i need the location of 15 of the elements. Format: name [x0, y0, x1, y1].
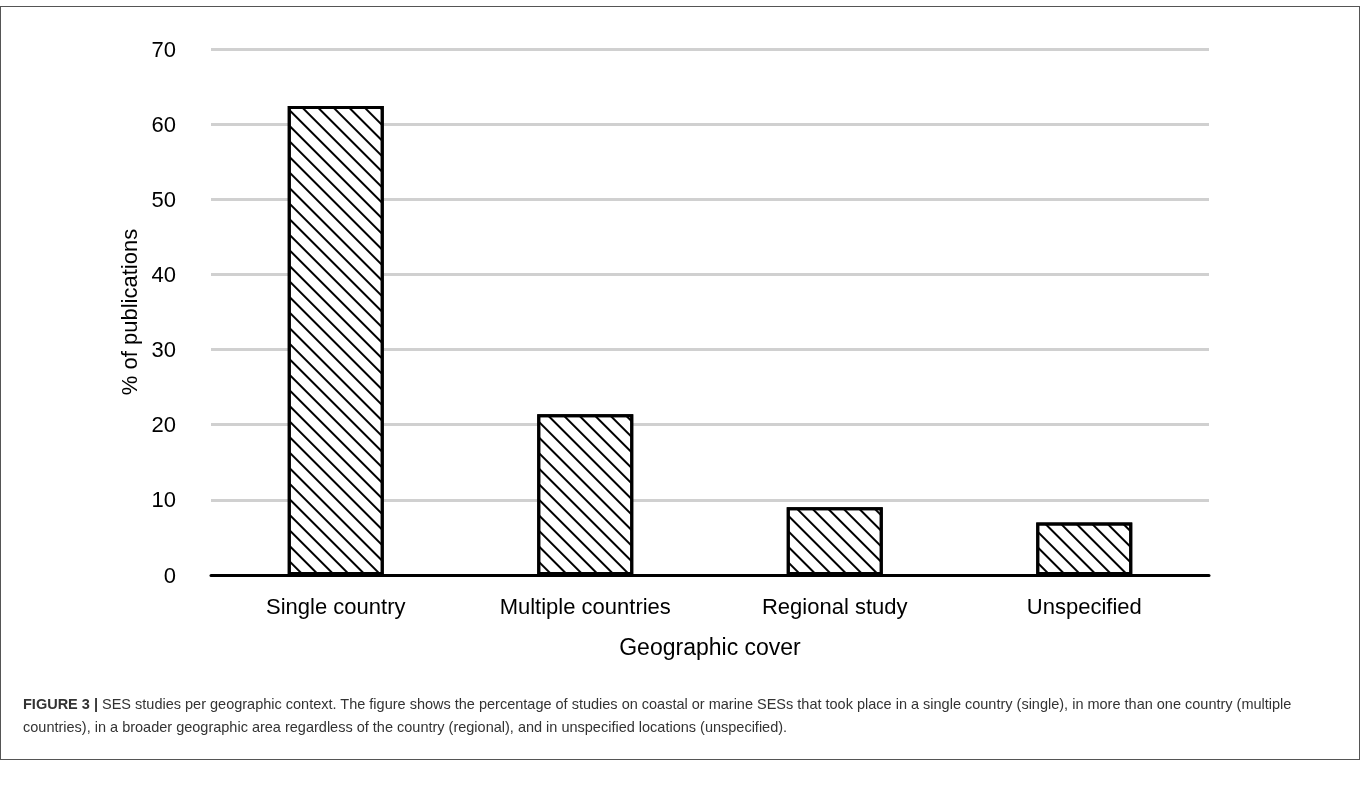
y-tick-label: 0: [163, 562, 176, 588]
y-tick-label: 40: [151, 261, 176, 287]
y-axis-title: % of publications: [117, 228, 143, 396]
x-tick-label: Multiple countries: [499, 593, 671, 619]
x-tick-label: Single country: [266, 593, 406, 619]
x-tick-label: Regional study: [761, 593, 908, 619]
y-tick-label: 20: [151, 412, 176, 438]
y-tick-label: 60: [151, 111, 176, 137]
x-tick-label: Unspecified: [1026, 593, 1142, 619]
y-tick-label: 30: [151, 337, 176, 363]
x-axis-title: Geographic cover: [619, 633, 802, 660]
y-tick-label: 70: [151, 36, 176, 62]
caption: FIGURE 3 | SES studies per geographic context. The figure shows the percentage of studies on coastal or marine SESs that took place in a single country (single), in more than one country (multiple countries), in a broader geographic area regardless of the country (regional), and in unspecified locations (unspecified).: [23, 695, 1293, 737]
y-tick-label: 10: [151, 487, 176, 513]
y-tick-label: 50: [151, 186, 176, 212]
